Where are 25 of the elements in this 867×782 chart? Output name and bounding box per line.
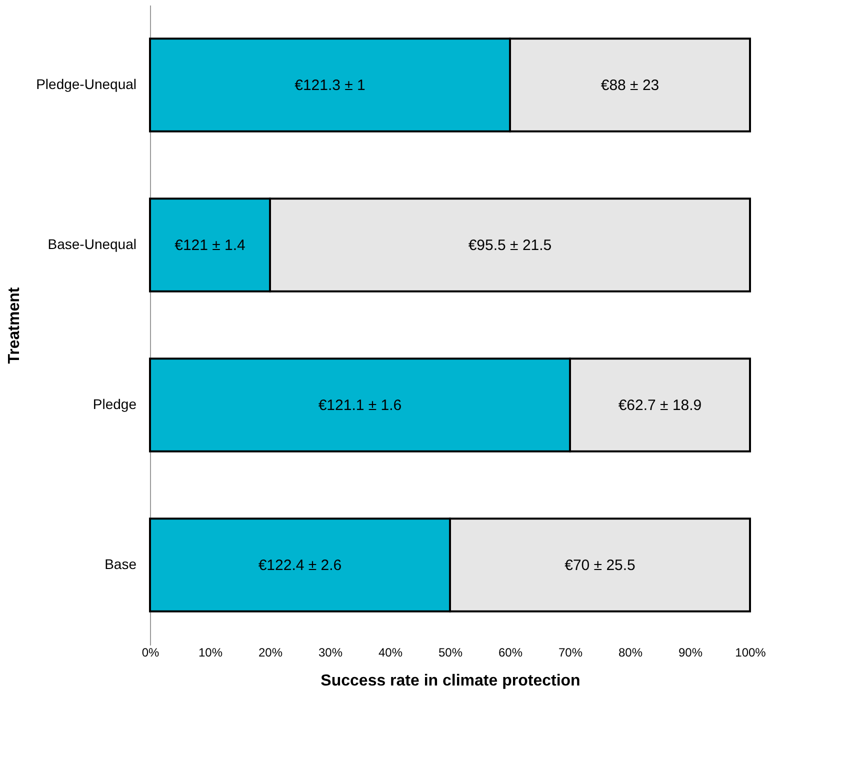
- annotation: €121.3 ± 1: [294, 77, 366, 94]
- y-tick-label: Pledge: [92, 396, 137, 412]
- y-tick-label: Pledge-Unequal: [36, 76, 136, 92]
- x-tick-label: 0%: [142, 646, 160, 660]
- x-axis-title: Success rate in climate protection: [320, 672, 580, 690]
- x-tick-label: 10%: [198, 646, 223, 660]
- annotation: €88 ± 23: [600, 77, 660, 94]
- x-tick-label: 80%: [618, 646, 643, 660]
- annotation: €70 ± 25.5: [564, 557, 636, 574]
- annotation: €122.4 ± 2.6: [258, 557, 342, 574]
- y-tick-label: Base-Unequal: [48, 236, 136, 252]
- x-tick-label: 40%: [378, 646, 403, 660]
- annotation: €121.1 ± 1.6: [318, 397, 402, 414]
- x-tick-label: 70%: [558, 646, 583, 660]
- x-tick-label: 90%: [678, 646, 703, 660]
- annotation: €62.7 ± 18.9: [618, 397, 702, 414]
- x-tick-label: 30%: [318, 646, 343, 660]
- y-tick-label: Base: [104, 556, 137, 572]
- x-tick-label: 20%: [258, 646, 283, 660]
- x-tick-label: 50%: [438, 646, 463, 660]
- x-tick-label: 60%: [498, 646, 523, 660]
- y-axis-title: Treatment: [6, 286, 24, 364]
- annotation: €95.5 ± 21.5: [468, 237, 552, 254]
- x-tick-label: 100%: [735, 646, 766, 660]
- annotation: €121 ± 1.4: [174, 237, 246, 254]
